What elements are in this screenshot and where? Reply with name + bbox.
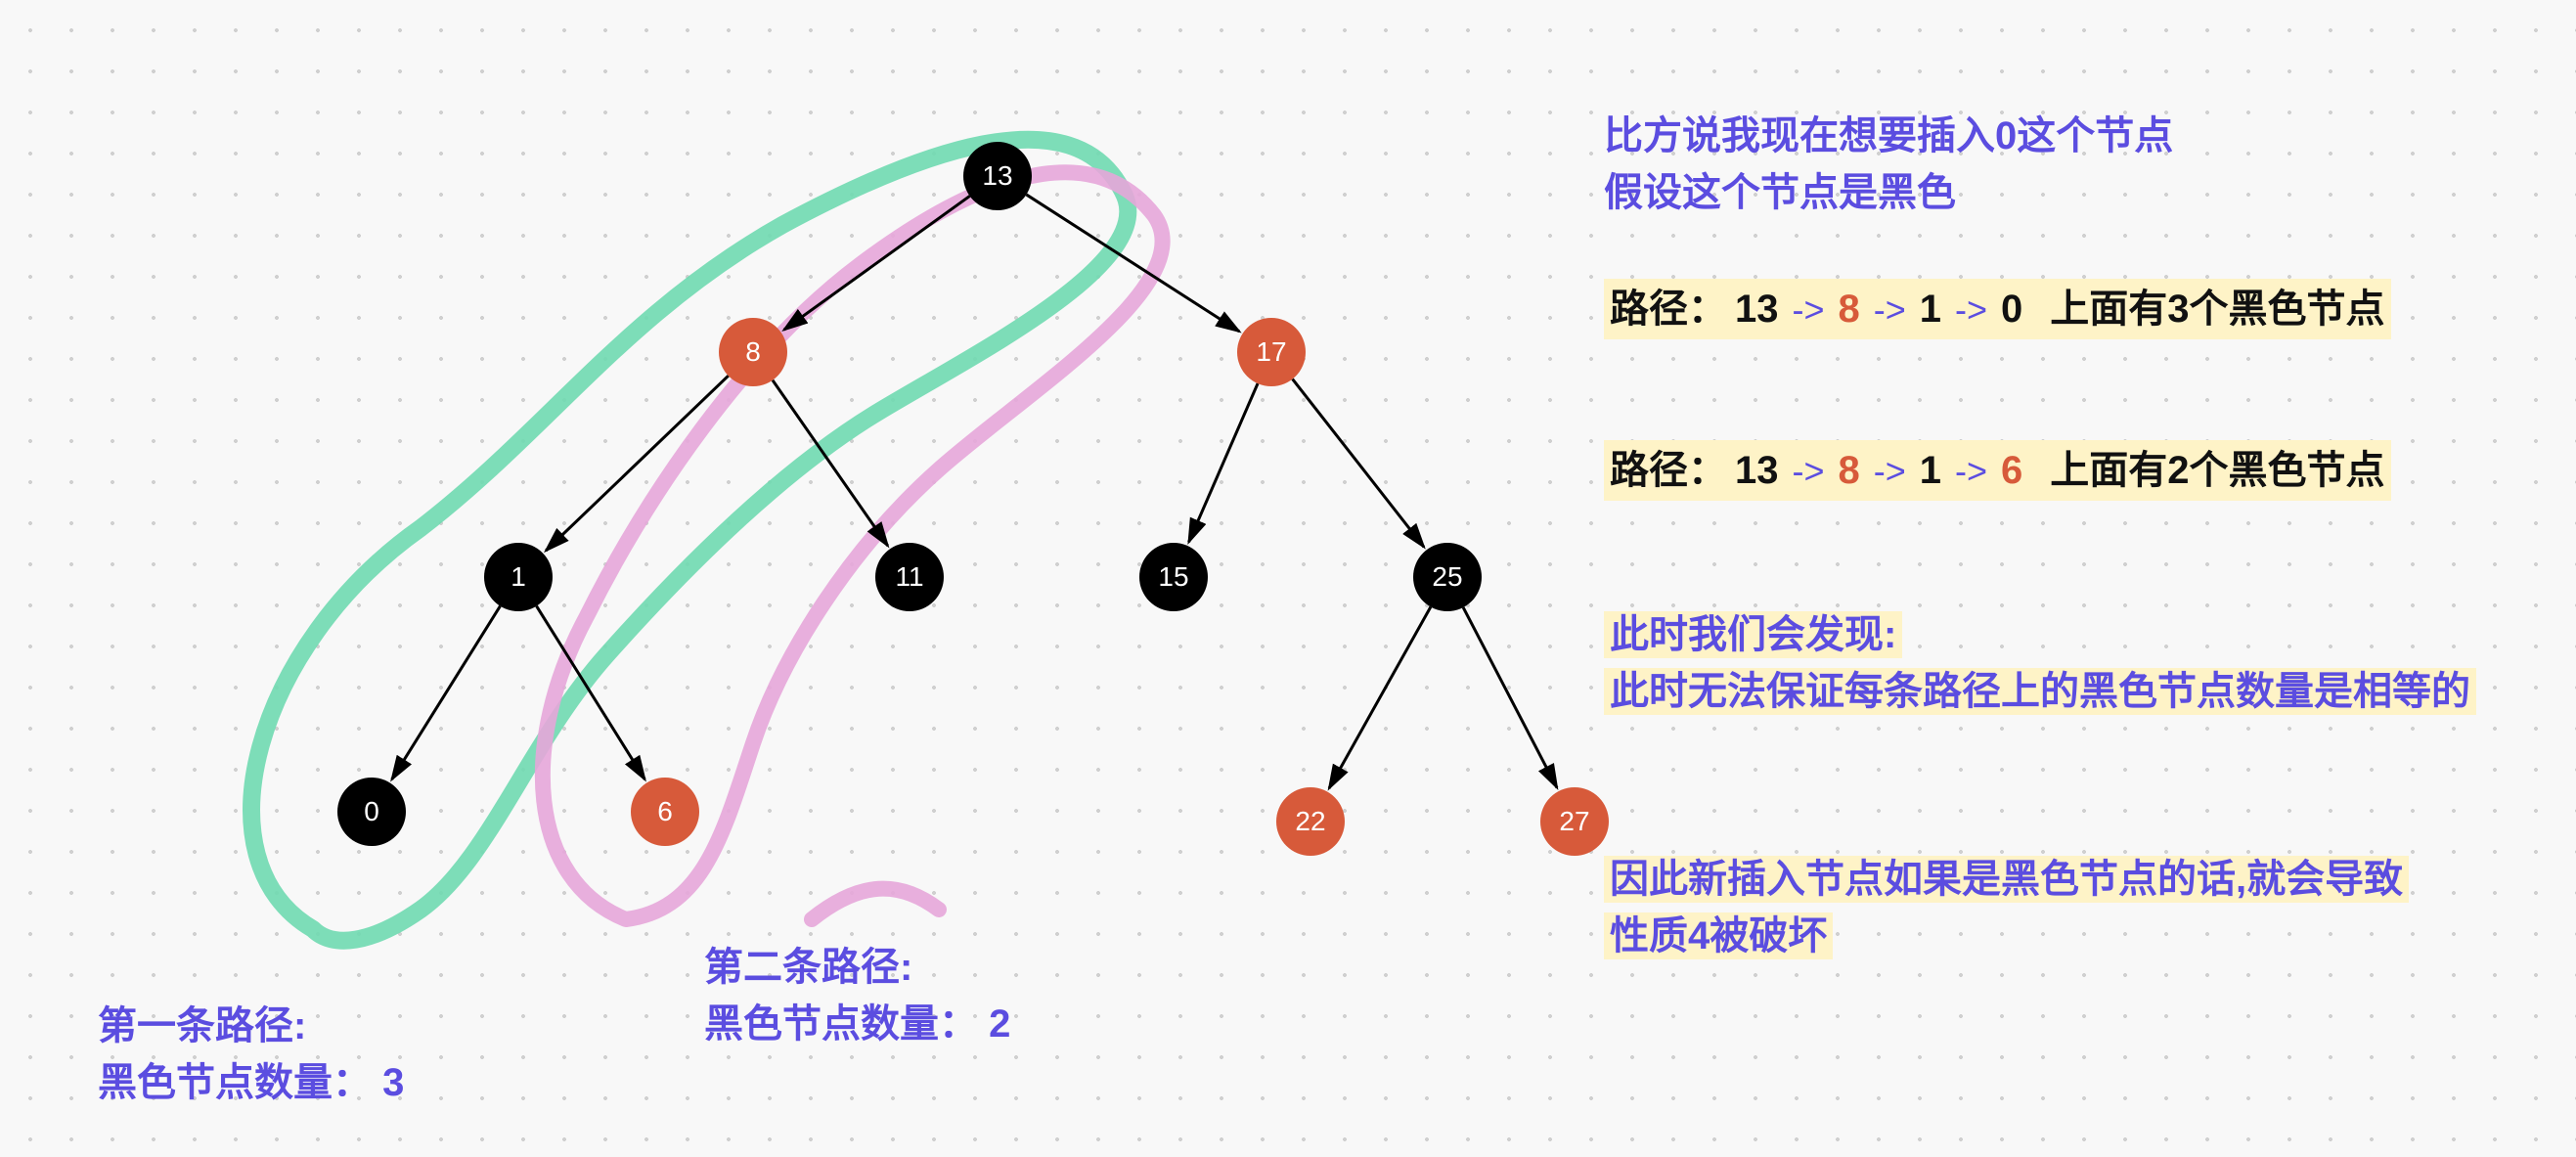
tree-edges [0, 0, 2576, 1157]
tree-edge [773, 380, 888, 546]
tree-node-13: 13 [963, 142, 1032, 210]
tree-edge [1463, 607, 1557, 787]
tree-node-11: 11 [875, 543, 944, 611]
tree-node-22: 22 [1276, 787, 1345, 856]
tree-node-0: 0 [337, 778, 406, 846]
tree-node-27: 27 [1540, 787, 1609, 856]
tree-edge [537, 606, 645, 779]
tree-node-8: 8 [719, 318, 787, 386]
tree-edge [784, 196, 970, 330]
tree-edge [1026, 195, 1239, 332]
tree-node-17: 17 [1237, 318, 1306, 386]
tree-node-15: 15 [1139, 543, 1208, 611]
tree-edge [1329, 607, 1431, 788]
tree-node-25: 25 [1413, 543, 1482, 611]
tree-edge [546, 376, 729, 551]
tree-node-1: 1 [484, 543, 553, 611]
tree-edge [1189, 383, 1258, 542]
tree-edge [1293, 379, 1424, 548]
tree-node-6: 6 [631, 778, 699, 846]
tree-edge [392, 606, 501, 779]
